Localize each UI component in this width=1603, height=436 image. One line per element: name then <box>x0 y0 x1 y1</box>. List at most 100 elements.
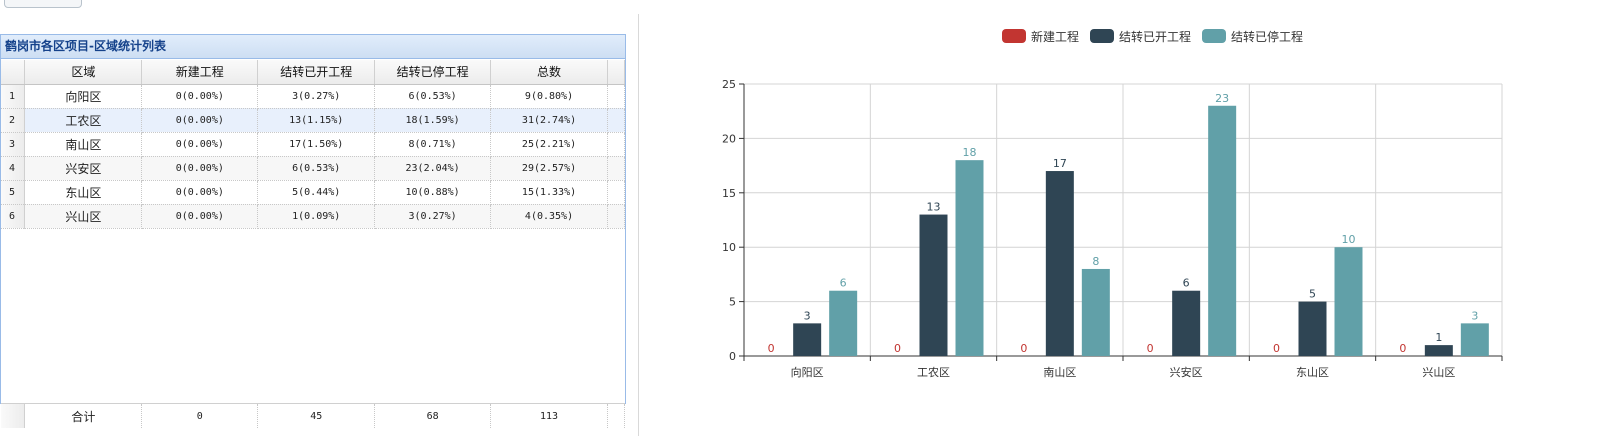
cell-new: 0(0.00%) <box>141 84 259 109</box>
header-row: 区域 新建工程 结转已开工程 结转已停工程 总数 <box>1 60 626 85</box>
summary-total: 113 <box>490 404 608 428</box>
bar[interactable] <box>1298 301 1327 356</box>
summary-spacer <box>607 404 626 428</box>
legend-swatch[interactable] <box>1202 29 1226 43</box>
cell-stopped: 6(0.53%) <box>374 84 492 109</box>
table-row[interactable]: 5 东山区 0(0.00%) 5(0.44%) 10(0.88%) 15(1.3… <box>1 180 626 205</box>
bar-value-label: 10 <box>1342 233 1356 246</box>
summary-label: 合计 <box>24 404 143 428</box>
cell-spacer <box>607 84 626 109</box>
y-tick-label: 15 <box>722 187 736 200</box>
cell-region: 向阳区 <box>24 84 143 109</box>
column-header-new[interactable]: 新建工程 <box>141 60 259 85</box>
summary-new: 0 <box>141 404 259 428</box>
bar-value-label: 0 <box>894 342 901 355</box>
column-header-region[interactable]: 区域 <box>24 60 143 85</box>
legend-label[interactable]: 新建工程 <box>1031 29 1079 44</box>
bar-value-label: 3 <box>804 309 811 322</box>
bar[interactable] <box>829 290 858 356</box>
table-row[interactable]: 2 工农区 0(0.00%) 13(1.15%) 18(1.59%) 31(2.… <box>1 108 626 133</box>
cell-open: 13(1.15%) <box>257 108 376 133</box>
cell-stopped: 18(1.59%) <box>374 108 492 133</box>
cell-spacer <box>607 204 626 229</box>
legend-label[interactable]: 结转已开工程 <box>1119 29 1191 44</box>
x-tick-label: 工农区 <box>917 365 950 379</box>
x-tick-label: 南山区 <box>1043 366 1076 379</box>
x-tick-label: 兴安区 <box>1170 365 1203 379</box>
bar-value-label: 0 <box>768 342 775 355</box>
legend-label[interactable]: 结转已停工程 <box>1231 29 1303 44</box>
bar[interactable] <box>955 160 984 356</box>
table-row[interactable]: 1 向阳区 0(0.00%) 3(0.27%) 6(0.53%) 9(0.80%… <box>1 84 626 109</box>
cell-total: 4(0.35%) <box>490 204 608 229</box>
y-tick-label: 20 <box>722 132 736 145</box>
bar-value-label: 6 <box>840 277 847 290</box>
y-tick-label: 5 <box>729 296 736 309</box>
bar[interactable] <box>1172 290 1201 356</box>
rownum-header <box>1 60 26 85</box>
bar-value-label: 8 <box>1092 255 1099 268</box>
bar-value-label: 13 <box>927 201 941 214</box>
bar[interactable] <box>1334 247 1363 356</box>
cell-open: 5(0.44%) <box>257 180 376 205</box>
column-header-total[interactable]: 总数 <box>490 60 608 85</box>
bar[interactable] <box>1045 171 1074 356</box>
cell-region: 兴山区 <box>24 204 143 229</box>
summary-open: 45 <box>257 404 376 428</box>
legend-swatch[interactable] <box>1090 29 1114 43</box>
bar-value-label: 0 <box>1147 342 1154 355</box>
table-row[interactable]: 6 兴山区 0(0.00%) 1(0.09%) 3(0.27%) 4(0.35%… <box>1 204 626 229</box>
cell-region: 东山区 <box>24 180 143 205</box>
cell-new: 0(0.00%) <box>141 204 259 229</box>
bar[interactable] <box>919 214 948 356</box>
bar-value-label: 5 <box>1309 288 1316 301</box>
legend-swatch[interactable] <box>1002 29 1026 43</box>
stats-grid: 区域 新建工程 结转已开工程 结转已停工程 总数 1 向阳区 0(0.00%) … <box>1 60 626 428</box>
table-row[interactable]: 3 南山区 0(0.00%) 17(1.50%) 8(0.71%) 25(2.2… <box>1 132 626 157</box>
cell-new: 0(0.00%) <box>141 132 259 157</box>
stats-panel: 鹤岗市各区项目-区域统计列表 区域 新建工程 结转已开工程 结转已停工程 总数 <box>0 34 626 428</box>
row-number: 6 <box>1 204 26 229</box>
cell-spacer <box>607 132 626 157</box>
bar-value-label: 0 <box>1273 342 1280 355</box>
cell-total: 31(2.74%) <box>490 108 608 133</box>
cell-total: 15(1.33%) <box>490 180 608 205</box>
column-header-open[interactable]: 结转已开工程 <box>257 60 376 85</box>
y-tick-label: 10 <box>722 241 736 254</box>
row-number: 2 <box>1 108 26 133</box>
summary-rownum <box>1 404 26 428</box>
bar[interactable] <box>1208 105 1237 356</box>
row-number: 5 <box>1 180 26 205</box>
cell-total: 25(2.21%) <box>490 132 608 157</box>
cell-new: 0(0.00%) <box>141 156 259 181</box>
cell-open: 1(0.09%) <box>257 204 376 229</box>
cell-region: 兴安区 <box>24 156 143 181</box>
top-tab[interactable] <box>4 0 82 8</box>
cell-spacer <box>607 108 626 133</box>
bar[interactable] <box>1081 268 1110 356</box>
bar[interactable] <box>1460 323 1489 356</box>
cell-total: 9(0.80%) <box>490 84 608 109</box>
table-row[interactable]: 4 兴安区 0(0.00%) 6(0.53%) 23(2.04%) 29(2.5… <box>1 156 626 181</box>
row-number: 1 <box>1 84 26 109</box>
cell-stopped: 3(0.27%) <box>374 204 492 229</box>
cell-new: 0(0.00%) <box>141 108 259 133</box>
x-tick-label: 兴山区 <box>1422 366 1455 379</box>
cell-new: 0(0.00%) <box>141 180 259 205</box>
cell-stopped: 8(0.71%) <box>374 132 492 157</box>
bar-value-label: 3 <box>1471 309 1478 322</box>
bar[interactable] <box>793 323 822 356</box>
column-header-stopped[interactable]: 结转已停工程 <box>374 60 492 85</box>
bar-value-label: 23 <box>1215 92 1229 105</box>
bar-value-label: 6 <box>1183 277 1190 290</box>
bar[interactable] <box>1424 345 1453 356</box>
cell-region: 南山区 <box>24 132 143 157</box>
cell-open: 6(0.53%) <box>257 156 376 181</box>
panel-divider <box>638 14 639 436</box>
x-tick-label: 东山区 <box>1296 366 1329 379</box>
cell-spacer <box>607 180 626 205</box>
y-tick-label: 0 <box>729 350 736 363</box>
bar-value-label: 0 <box>1020 342 1027 355</box>
bar-value-label: 18 <box>963 146 977 159</box>
bar-value-label: 0 <box>1399 342 1406 355</box>
